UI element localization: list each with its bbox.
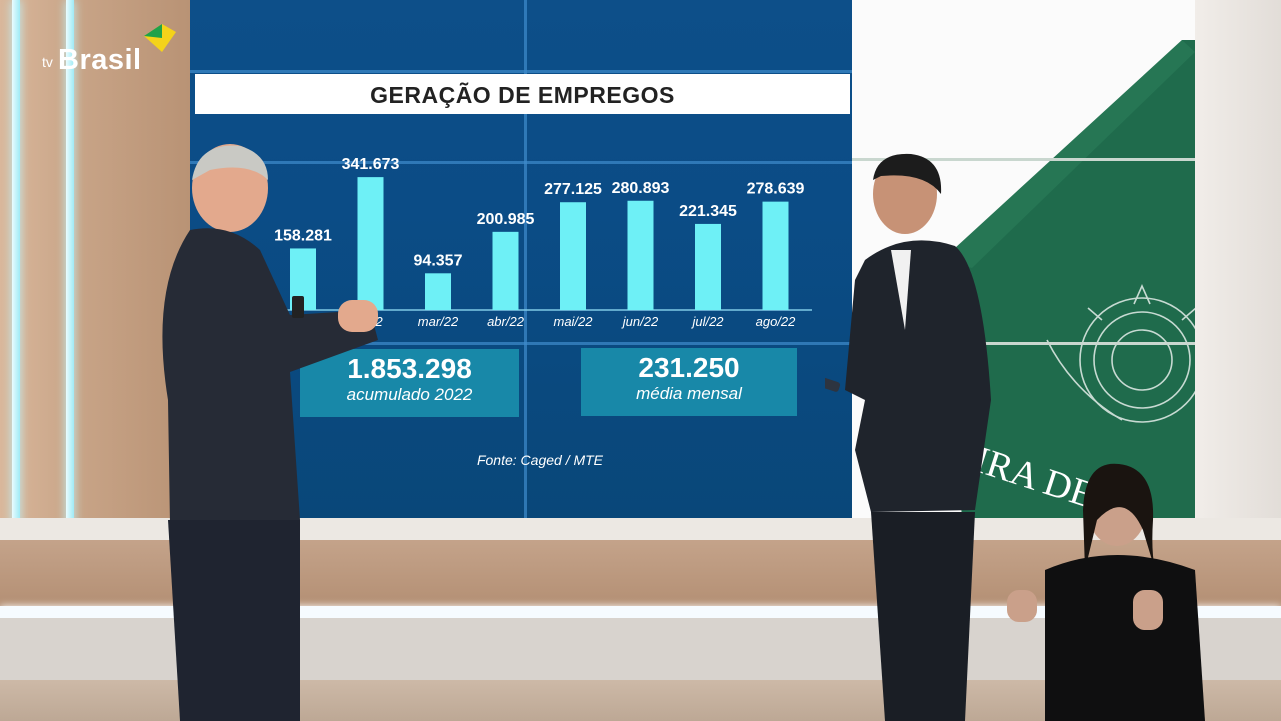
bar-value-label: 341.673 [342, 156, 400, 173]
average-label: média mensal [636, 384, 742, 403]
bar-value-label: 158.281 [274, 227, 332, 244]
total-value: 1.853.298 [347, 353, 472, 384]
bar-value-label: 278.639 [747, 181, 805, 198]
category-label: mai/22 [553, 314, 593, 329]
average-value: 231.250 [638, 352, 740, 383]
bar-mai-22 [560, 202, 586, 310]
presenter-right [825, 153, 991, 721]
screen-seam [524, 0, 527, 518]
category-label: jul/22 [690, 314, 724, 329]
screen-seam [852, 158, 1195, 161]
logo-brasil-text: Brasil [58, 44, 142, 76]
channel-logo: tv Brasil [42, 22, 192, 82]
screen-seam [190, 70, 852, 73]
category-label: ago/22 [756, 314, 797, 329]
bar-abr-22 [492, 231, 519, 310]
bar-mar-22 [425, 273, 451, 310]
category-label: mar/22 [418, 314, 459, 329]
category-label: abr/22 [487, 314, 525, 329]
screen-seam [852, 342, 1195, 345]
screen-seam [190, 161, 852, 164]
chart-title: GERAÇÃO DE EMPREGOS [370, 82, 675, 108]
logo-flag-icon [144, 24, 176, 52]
chart-source: Fonte: Caged / MTE [476, 452, 604, 468]
total-box: 1.853.298 acumulado 2022 [300, 349, 519, 417]
screen-seam [190, 342, 852, 345]
category-label: jun/22 [621, 314, 659, 329]
bar-value-label: 200.985 [477, 211, 535, 228]
total-label: acumulado 2022 [346, 385, 473, 404]
bar-jul-22 [695, 223, 721, 310]
average-box: 231.250 média mensal [581, 348, 797, 416]
bar-chart: 158.281an/22341.673v/2294.357mar/22200.9… [270, 156, 812, 329]
bar-value-label: 221.345 [679, 203, 737, 220]
presenter-left [162, 144, 378, 721]
light-stripe [12, 0, 20, 530]
chart-title-bar: GERAÇÃO DE EMPREGOS [195, 74, 850, 114]
bar-jun-22 [627, 200, 654, 310]
video-wall-chart: GERAÇÃO DE EMPREGOS 158.281an/22341.673v… [190, 0, 852, 518]
bar-fev-22 [357, 177, 384, 310]
studio-wall-right [1195, 0, 1281, 530]
light-stripe [66, 0, 74, 530]
sign-language-interpreter [1007, 463, 1205, 721]
bar-value-label: 280.893 [612, 180, 670, 197]
logo-tv-text: tv [42, 54, 53, 70]
bar-value-label: 94.357 [414, 252, 463, 269]
bar-value-label: 277.125 [544, 181, 602, 198]
studio-wall-left [0, 0, 195, 530]
bar-ago-22 [762, 201, 789, 310]
